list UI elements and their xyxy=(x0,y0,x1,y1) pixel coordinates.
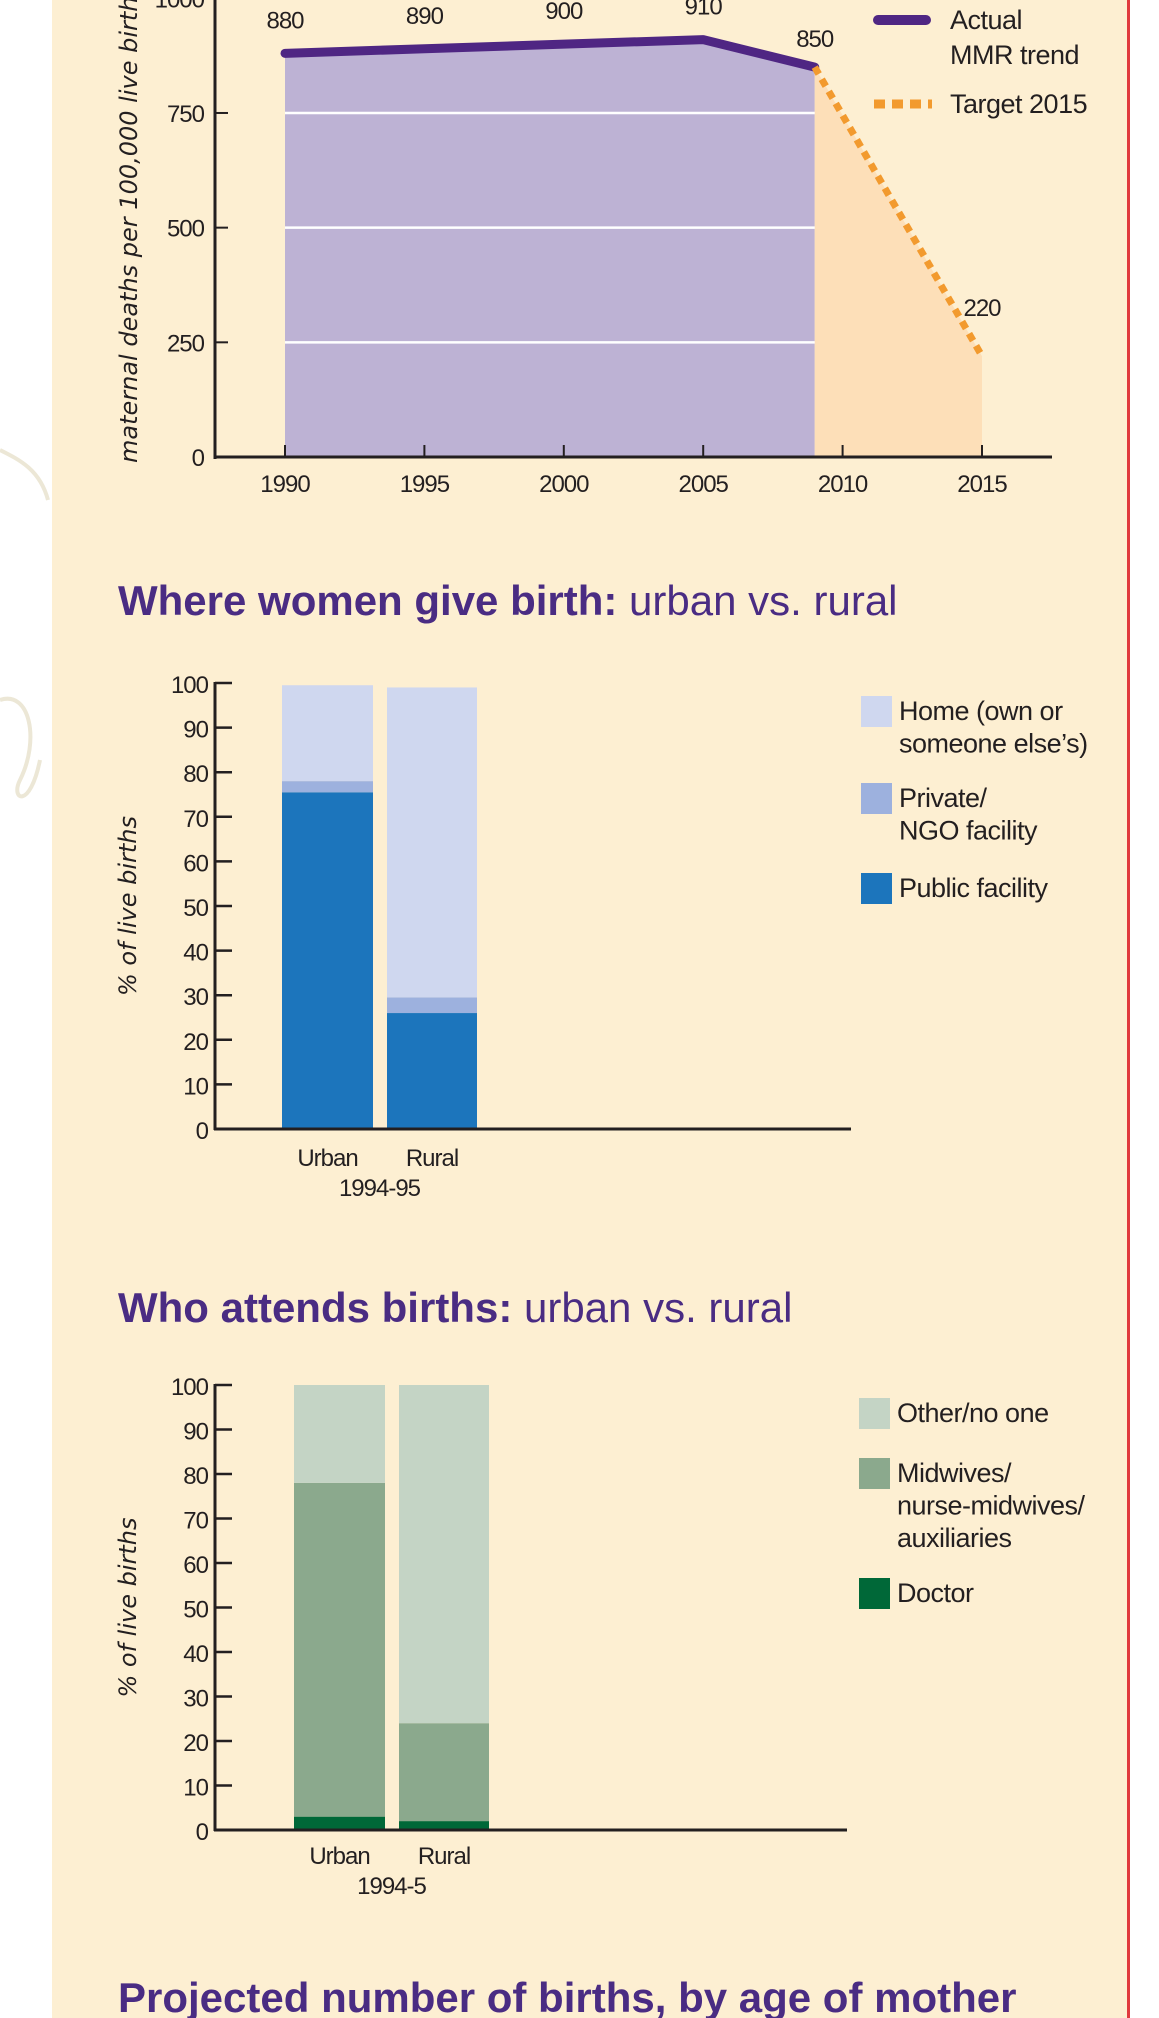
legend-swatch xyxy=(859,1458,890,1489)
group-label: 1994-95 xyxy=(339,1175,421,1202)
area-target xyxy=(814,67,982,457)
legend-label-target: Target 2015 xyxy=(950,89,1087,119)
y-tick-label: 20 xyxy=(183,1029,208,1056)
y-tick-label: 40 xyxy=(183,1641,208,1668)
x-tick-label: 2015 xyxy=(957,471,1007,498)
y-tick-label: 0 xyxy=(192,445,205,472)
y-tick-label: 90 xyxy=(183,717,208,744)
group-label: 1994-5 xyxy=(357,1873,426,1900)
x-tick-label: 1995 xyxy=(400,471,450,498)
mmr-trend-chart: 0 250 500 750 1000 1990 1995 2000 2005 2010 2015 88… xyxy=(115,0,1088,498)
legend-label: someone else’s) xyxy=(899,729,1088,759)
legend-swatch xyxy=(861,783,892,814)
y-tick-label: 10 xyxy=(183,1775,208,1802)
y-axis-title: % of live births xyxy=(114,1517,142,1697)
birth-attendant-chart: 0 10 20 30 40 50 60 70 80 90 100 Urban Rural 1994-5 % … xyxy=(114,1374,1086,1900)
legend-label: Private/ xyxy=(899,783,988,813)
y-tick-label: 30 xyxy=(183,984,208,1011)
y-tick-label: 30 xyxy=(183,1686,208,1713)
y-tick-label: 0 xyxy=(196,1819,209,1846)
legend-label: auxiliaries xyxy=(897,1523,1012,1553)
y-tick-label: 90 xyxy=(183,1419,208,1446)
y-tick-label: 40 xyxy=(183,940,208,967)
bar-segment xyxy=(282,685,373,782)
map-outline-decoration xyxy=(0,448,50,799)
y-axis-title: maternal deaths per 100,000 live births xyxy=(115,0,143,463)
legend-label-actual: Actual xyxy=(950,5,1022,35)
y-tick-label: 50 xyxy=(183,895,208,922)
legend-label: Public facility xyxy=(899,873,1049,903)
data-label: 890 xyxy=(406,3,444,30)
x-tick-label: 2005 xyxy=(679,471,729,498)
y-tick-label: 10 xyxy=(183,1073,208,1100)
bar-segment xyxy=(399,1723,489,1822)
bar-segment xyxy=(387,687,477,998)
legend-swatch xyxy=(861,696,892,727)
heading-projected-births: Projected number of births, by age of mo… xyxy=(118,1974,1016,2018)
heading-who-attends-births: Who attends births: urban vs. rural xyxy=(118,1284,792,1331)
x-tick-label: 2010 xyxy=(818,471,868,498)
legend-swatch xyxy=(859,1398,890,1429)
x-tick-label: 1990 xyxy=(260,471,310,498)
category-label: Urban xyxy=(309,1843,369,1870)
bar-segment xyxy=(387,1013,477,1129)
legend-label: Doctor xyxy=(897,1578,974,1608)
bar-segment xyxy=(399,1821,489,1830)
area-actual xyxy=(285,39,815,457)
y-tick-label: 0 xyxy=(196,1118,209,1145)
y-tick-label: 100 xyxy=(171,1374,209,1401)
bar-segment xyxy=(282,792,373,1129)
y-tick-label: 750 xyxy=(167,101,205,128)
y-tick-label: 60 xyxy=(183,850,208,877)
data-label: 220 xyxy=(963,295,1001,322)
heading-where-women-give-birth: Where women give birth: urban vs. rural xyxy=(118,577,898,624)
legend-swatch xyxy=(861,873,892,904)
red-border-line xyxy=(1127,0,1130,2018)
y-tick-label: 50 xyxy=(183,1597,208,1624)
bar-segment xyxy=(399,1385,489,1724)
y-tick-label: 80 xyxy=(183,1463,208,1490)
bar-segment xyxy=(294,1385,385,1483)
legend-swatch xyxy=(859,1578,890,1609)
data-label: 900 xyxy=(545,0,583,25)
legend-label: nurse-midwives/ xyxy=(897,1491,1086,1521)
bar-segment xyxy=(294,1482,385,1817)
series-line-actual xyxy=(280,35,820,72)
legend-label: Other/no one xyxy=(897,1398,1049,1428)
y-tick-label: 1000 xyxy=(155,0,205,13)
bar-segment xyxy=(387,997,477,1014)
category-label: Rural xyxy=(418,1843,470,1870)
data-label: 880 xyxy=(266,7,304,34)
x-tick-label: 2000 xyxy=(539,471,589,498)
y-tick-label: 500 xyxy=(167,216,205,243)
birth-location-chart: 0 10 20 30 40 50 60 70 80 90 100 Urban Rural 1994-95%… xyxy=(114,672,1088,1202)
data-label: 850 xyxy=(796,26,834,53)
legend-label-actual: MMR trend xyxy=(950,40,1079,70)
legend-label: NGO facility xyxy=(899,816,1038,846)
legend-label: Midwives/ xyxy=(897,1458,1012,1488)
y-tick-label: 70 xyxy=(183,806,208,833)
bar-segment xyxy=(282,781,373,793)
y-tick-label: 100 xyxy=(171,672,209,699)
y-tick-label: 250 xyxy=(167,330,205,357)
data-label: 910 xyxy=(685,0,723,21)
category-label: Urban xyxy=(297,1145,357,1172)
bar-segment xyxy=(294,1816,385,1830)
y-tick-label: 80 xyxy=(183,761,208,788)
y-tick-label: 20 xyxy=(183,1730,208,1757)
y-tick-label: 70 xyxy=(183,1508,208,1535)
y-axis-title: % of live births xyxy=(114,816,142,996)
y-tick-label: 60 xyxy=(183,1552,208,1579)
category-label: Rural xyxy=(406,1145,458,1172)
legend-label: Home (own or xyxy=(899,696,1063,726)
